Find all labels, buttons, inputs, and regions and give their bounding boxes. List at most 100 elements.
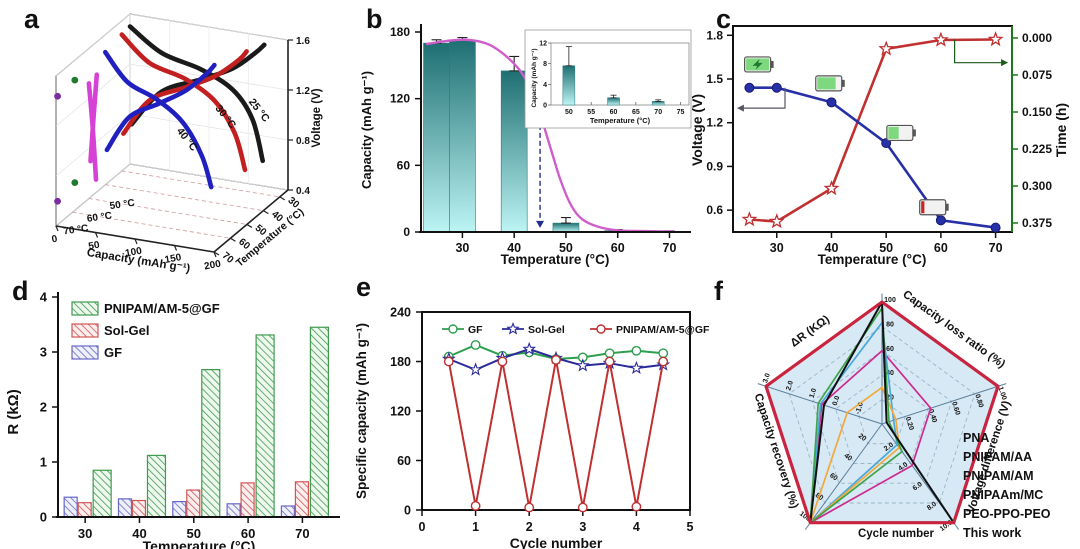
panel-a-3d-voltage-capacity-chart: 050 100 150 20030405060700.40.81.21.6Capaci…	[51, 12, 323, 275]
voltage-tick-label: 0.4	[296, 186, 310, 197]
radar-tick-label: 0.0	[832, 395, 842, 407]
bar-Sol-Gel-40	[131, 499, 147, 518]
time-marker	[741, 211, 758, 227]
x-axis-title: Temperature (°C)	[143, 538, 256, 549]
panel-d-letter: d	[12, 276, 29, 306]
legend-swatch-Sol-Gel	[71, 323, 99, 338]
curve-label: 50 °C	[109, 198, 135, 212]
capacity-tick-label: 200	[203, 259, 222, 273]
y-tick-label: 4	[40, 290, 48, 305]
legend-label-PNIPAM/AM-5@GF: PNIPAM/AM-5@GF	[616, 324, 710, 336]
panel-a-3d-voltage-capacity-chart-line	[134, 238, 138, 245]
marker	[631, 345, 642, 356]
marker	[631, 501, 642, 512]
curve-label: 60 °C	[86, 210, 112, 224]
lightning-bolt-icon	[752, 58, 763, 70]
time-tick-label: 0.375	[1022, 216, 1052, 230]
x-tick-label: 70	[989, 241, 1003, 255]
charge-curve-50	[88, 72, 100, 164]
x-tick-label: 40	[507, 241, 521, 255]
bar-PNIPAM/AM-5@GF-60	[255, 334, 275, 518]
x-tick-label: 0	[419, 520, 426, 534]
x-tick-label: 4	[633, 520, 640, 534]
panel-a-3d-voltage-capacity-chart-line	[263, 210, 269, 215]
legend-label-PNIPAM/AM: PNIPAM/AM	[963, 469, 1034, 483]
radar-tick-label: 1.00	[996, 386, 1007, 401]
voltage-axis-title: Voltage (V)	[689, 94, 705, 166]
marker	[497, 356, 508, 367]
bar-PNIPAM/AM-5@GF-50	[201, 368, 221, 518]
battery-icon-0	[744, 56, 774, 73]
radar-tick-label: 4.0	[897, 461, 909, 472]
radar-gridline	[788, 325, 976, 504]
bar-Sol-Gel-50	[186, 489, 201, 518]
legend-label-GF: GF	[468, 324, 483, 336]
battery-icon-2-rect	[912, 129, 916, 137]
y-tick-label: 2	[40, 400, 47, 415]
inset-x-tick: 60	[610, 109, 618, 116]
temperature-axis	[213, 189, 289, 253]
x-tick-label: 60	[934, 241, 948, 255]
marker	[524, 502, 535, 513]
voltage-tick-label: 0.8	[296, 136, 310, 147]
time-marker	[823, 180, 840, 196]
inset-bar-60	[607, 97, 620, 106]
capacity-tick-label: 100	[124, 246, 143, 260]
voltage-tick-label: 1.2	[706, 116, 723, 130]
curve-label: 70 °C	[63, 223, 89, 237]
panel-f-letter: f	[714, 276, 723, 306]
capacity-tick-label: 0	[51, 234, 59, 246]
inset-axes	[550, 42, 690, 106]
y-tick-label: 60	[397, 158, 411, 172]
x-axis-title: Cycle number	[510, 535, 603, 549]
series-line-PNIPAM/AM-5@GF	[447, 359, 665, 508]
capacity-tick-label: 150	[164, 252, 183, 266]
data-dot-70	[54, 92, 61, 100]
floor-gridline	[72, 211, 231, 239]
y-tick-label: 0	[404, 504, 411, 518]
y-tick-label: 60	[397, 454, 411, 468]
radar-tick-label: 6.0	[912, 481, 924, 492]
panel-d-label: d	[12, 278, 29, 305]
x-tick-label: 30	[455, 241, 469, 255]
voltage-tick-label: 1.8	[706, 28, 723, 42]
voltage-marker	[744, 82, 755, 93]
radar-series-This work	[764, 300, 1000, 525]
y-tick-label: 3	[40, 345, 47, 360]
bar-Sol-Gel-60	[240, 482, 255, 518]
plot-frame	[732, 25, 1013, 233]
arrowhead	[536, 220, 545, 228]
voltage-marker	[826, 97, 837, 108]
y-tick-label: 180	[390, 25, 410, 39]
panel-a-label: a	[24, 6, 39, 33]
inset-bar-70	[651, 101, 665, 106]
floor-gridline	[88, 198, 247, 225]
inset-y-title: Capacity (mAh g⁻¹)	[531, 48, 538, 107]
y-tick-label: 0	[403, 225, 410, 239]
marker	[658, 348, 669, 359]
legend-label-PNIPAAm/MC: PNIPAAm/MC	[963, 488, 1043, 502]
y-tick-label: 120	[390, 92, 410, 106]
battery-icon-3-rect	[919, 199, 947, 216]
battery-icon-3-rect	[921, 201, 925, 214]
legend-label-Sol-Gel: Sol-Gel	[104, 323, 150, 338]
voltage-line	[749, 86, 996, 229]
marker	[596, 324, 606, 334]
charge-curve-40	[104, 62, 217, 153]
x-axis-title: Temperature (°C)	[818, 252, 927, 267]
x-tick-label: 40	[132, 526, 146, 541]
capacity-bar-25	[423, 42, 450, 233]
voltage-tick-label: 1.5	[706, 72, 723, 86]
radar-series-PNA	[809, 349, 932, 524]
panel-c-voltage-time-chart: 0.6 0.9 1.2 1.5 1.8 0.000 0.075 0.150 0.225 0.300…	[689, 25, 1069, 267]
radar-spoke	[881, 383, 1007, 425]
bar-GF-50	[172, 501, 187, 518]
legend-label-Sol-Gel: Sol-Gel	[528, 324, 565, 336]
panel-a-3d-voltage-capacity-chart-line	[94, 232, 99, 238]
y-tick-label: 180	[390, 355, 411, 369]
inset-y-tick: 8	[543, 61, 547, 68]
bar-Sol-Gel-70	[294, 481, 310, 518]
radar-gridline	[835, 374, 929, 464]
legend-label-This work: This work	[963, 526, 1021, 540]
